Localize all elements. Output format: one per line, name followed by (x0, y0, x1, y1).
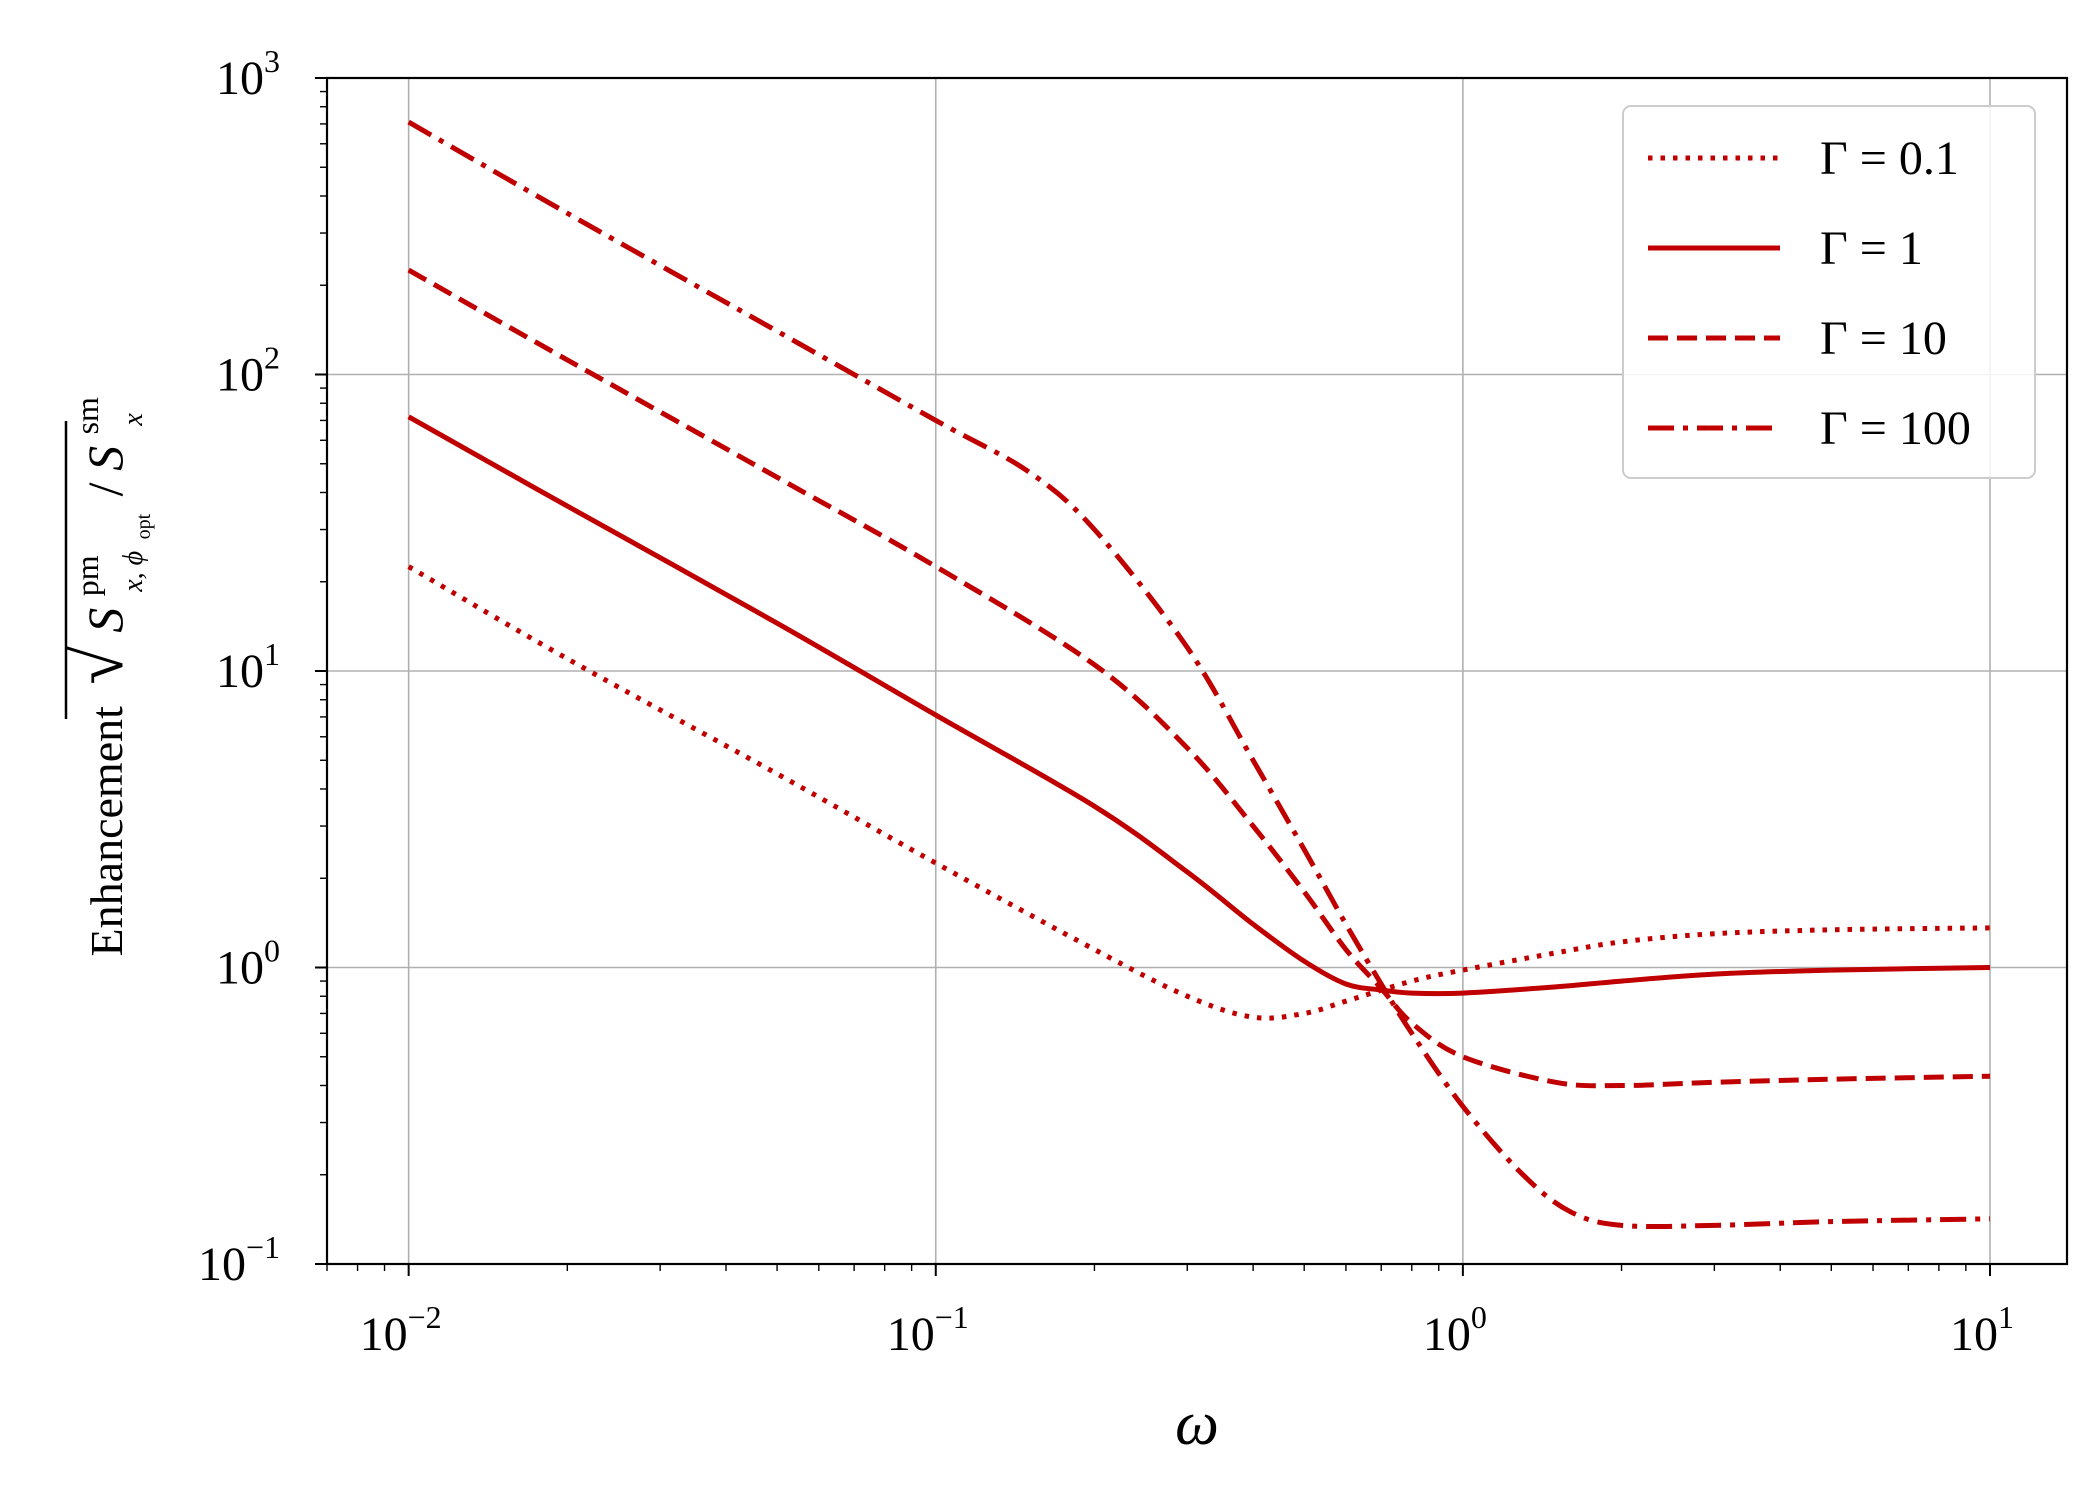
y-label-s2: S (77, 446, 133, 471)
y-axis-label-prefix: Enhancement (81, 706, 132, 957)
y-axis-label: Enhancement √ S pm x, ϕ opt / S sm x (57, 386, 160, 957)
x-tick-label-1: 10−1 (887, 1299, 969, 1361)
y-label-slash: / (77, 482, 133, 496)
sqrt-sign: √ (61, 646, 138, 685)
legend-label-1: Γ = 1 (1820, 222, 1923, 275)
y-tick-label-2: 101 (216, 636, 280, 698)
x-axis-label: ω (1175, 1390, 1219, 1458)
y-label-s2-sup: sm (69, 397, 105, 434)
y-tick-label-4: 103 (216, 43, 280, 105)
y-tick-label-0: 10−1 (198, 1229, 280, 1291)
legend-label-2: Γ = 10 (1820, 312, 1947, 365)
x-tick-label-0: 10−2 (360, 1299, 442, 1361)
series-line-0 (407, 564, 1991, 1021)
axis-ticks: 10−2 10−1 100 101 10−1 100 101 102 103 (198, 43, 2014, 1361)
series-lines (407, 119, 1991, 1230)
y-label-s1: S (77, 608, 133, 633)
legend: Γ = 0.1 Γ = 1 Γ = 10 Γ = 100 (1622, 105, 2036, 479)
series-line-2 (407, 267, 1991, 1089)
y-label-s2-sub: x (118, 413, 149, 427)
y-label-s1-sup: pm (69, 555, 105, 596)
legend-label-0: Γ = 0.1 (1820, 132, 1959, 185)
x-tick-label-3: 101 (1950, 1299, 2014, 1361)
series-line-1 (407, 414, 1991, 997)
legend-box (1622, 105, 2036, 479)
y-label-s1-sub-sub: opt (133, 513, 155, 539)
series-line-3 (407, 119, 1991, 1230)
x-tick-label-2: 100 (1423, 1299, 1487, 1361)
svg-text:Enhancement √ S: Enhancement √ S pm x, ϕ opt / S sm x (57, 386, 160, 957)
legend-label-3: Γ = 100 (1820, 402, 1971, 455)
y-label-s1-sub: x, ϕ (118, 551, 149, 593)
y-tick-label-1: 100 (216, 933, 280, 995)
y-tick-label-3: 102 (216, 340, 280, 402)
